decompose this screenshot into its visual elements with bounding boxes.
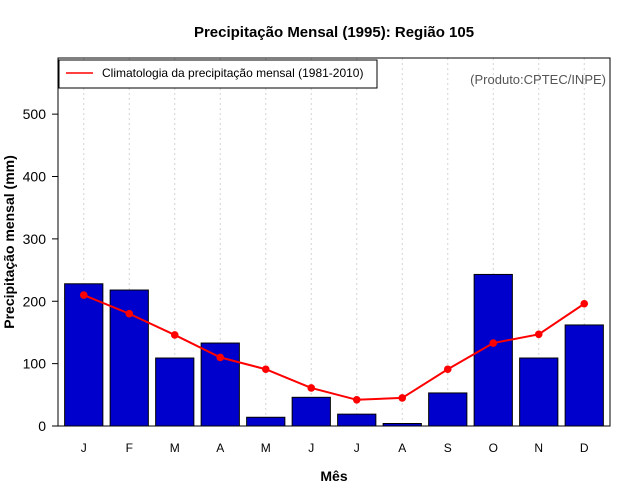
source-annotation: (Produto:CPTEC/INPE) bbox=[470, 72, 606, 87]
legend-label: Climatologia da precipitação mensal (198… bbox=[102, 66, 363, 80]
climatology-point-3 bbox=[170, 331, 179, 339]
climatology-point-8 bbox=[398, 394, 407, 402]
bar-3 bbox=[155, 357, 195, 427]
x-tick-label: J bbox=[308, 441, 314, 455]
climatology-point-9 bbox=[443, 365, 452, 374]
bar-9 bbox=[428, 392, 468, 427]
legend-box bbox=[58, 59, 378, 89]
x-tick-label: A bbox=[398, 441, 406, 455]
climatology-point-11 bbox=[534, 330, 543, 339]
legend: Climatologia da precipitação mensal (198… bbox=[58, 59, 378, 89]
climatology-line-group bbox=[79, 291, 589, 404]
climatology-point-5 bbox=[261, 365, 270, 374]
x-tick-label: M bbox=[170, 441, 180, 455]
climatology-point-12 bbox=[580, 299, 589, 308]
x-tick-label: O bbox=[489, 441, 498, 455]
climatology-point-2 bbox=[125, 309, 134, 318]
y-tick-label: 100 bbox=[23, 356, 47, 372]
climatology-point-1 bbox=[79, 291, 88, 299]
x-tick-label: F bbox=[126, 441, 133, 455]
x-tick-label: J bbox=[354, 441, 360, 455]
x-tick-label: J bbox=[81, 441, 87, 455]
climatology-point-10 bbox=[489, 339, 498, 347]
climatology-point-7 bbox=[352, 396, 361, 404]
bar-5 bbox=[246, 416, 286, 427]
x-tick-label: M bbox=[261, 441, 271, 455]
y-tick-label: 200 bbox=[23, 293, 47, 309]
bar-11 bbox=[519, 357, 559, 427]
y-tick-label: 300 bbox=[23, 231, 47, 247]
x-tick-label: S bbox=[444, 441, 452, 455]
y-axis-label: Precipitação mensal (mm) bbox=[1, 155, 17, 329]
climatology-line bbox=[83, 294, 585, 401]
y-tick-label: 500 bbox=[23, 106, 47, 122]
y-axis: 0 100 200 300 400 500 bbox=[23, 106, 59, 434]
plot-frame bbox=[57, 57, 611, 427]
bar-6 bbox=[291, 396, 331, 427]
x-tick-label: A bbox=[216, 441, 224, 455]
climatology-point-6 bbox=[307, 384, 316, 392]
climatology-point-4 bbox=[216, 353, 225, 362]
chart-title: Precipitação Mensal (1995): Região 105 bbox=[194, 24, 474, 41]
x-tick-label: N bbox=[534, 441, 543, 455]
bars bbox=[64, 273, 604, 427]
bar-12 bbox=[564, 324, 604, 427]
x-axis-label: Mês bbox=[320, 468, 347, 484]
x-tick-label: D bbox=[580, 441, 589, 455]
y-tick-label: 0 bbox=[38, 418, 46, 434]
bar-7 bbox=[337, 413, 377, 427]
y-tick-label: 400 bbox=[23, 169, 47, 185]
bar-1 bbox=[64, 283, 104, 427]
